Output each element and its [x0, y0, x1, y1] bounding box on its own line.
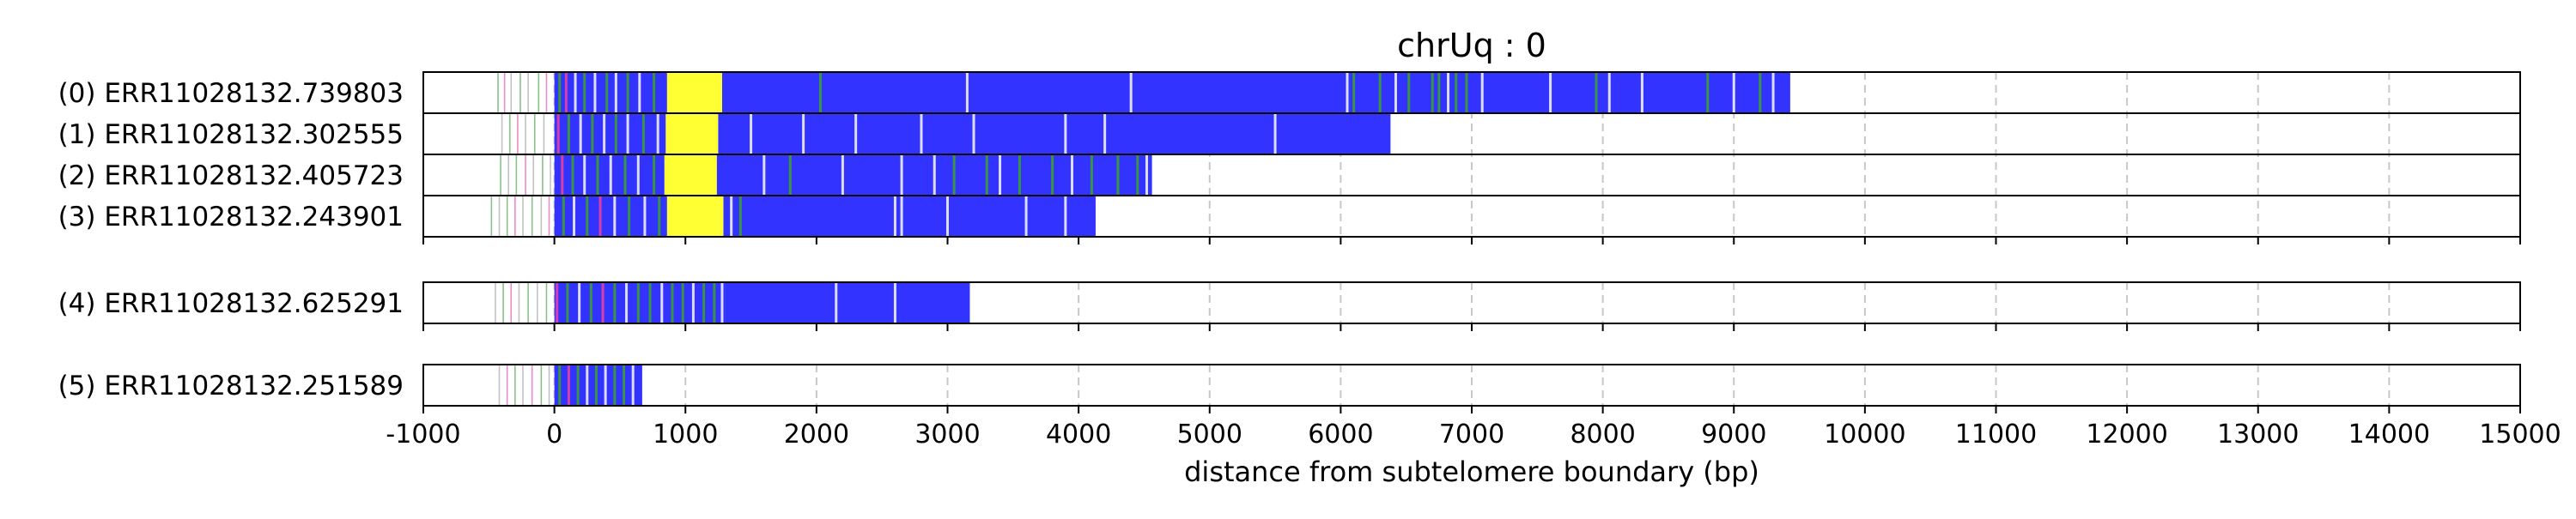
read-segment [554, 283, 726, 323]
x-tick-label: 1000 [653, 419, 718, 450]
x-tick-label: 10000 [1824, 419, 1905, 450]
x-tick-label: 3000 [914, 419, 980, 450]
read-segment [721, 73, 1790, 112]
x-tick-label: 8000 [1570, 419, 1635, 450]
read-segment [664, 155, 717, 195]
read-label: (4) ERR11028132.625291 [58, 288, 404, 319]
read-label: (3) ERR11028132.243901 [58, 202, 404, 232]
x-tick-label: 0 [546, 419, 562, 450]
read-label: (2) ERR11028132.405723 [58, 160, 404, 191]
read-segment [666, 73, 722, 112]
x-tick-label: 12000 [2086, 419, 2167, 450]
x-tick-label: 13000 [2217, 419, 2299, 450]
axis-layer: (0) ERR11028132.739803 (1) ERR11028132.30… [58, 78, 2561, 450]
x-tick-label: 2000 [784, 419, 849, 450]
read-label: (1) ERR11028132.302555 [58, 119, 404, 150]
read-segment [665, 114, 719, 154]
x-tick-label: 4000 [1046, 419, 1111, 450]
x-tick-label: 5000 [1177, 419, 1242, 450]
chart-title: chrUq : 0 [1397, 27, 1546, 64]
x-tick-label: 14000 [2348, 419, 2430, 450]
x-tick-label: 9000 [1701, 419, 1766, 450]
read-segment [554, 155, 665, 195]
x-tick-label: 15000 [2479, 419, 2561, 450]
read-segment [718, 114, 1391, 154]
read-label: (0) ERR11028132.739803 [58, 78, 404, 109]
read-segment [725, 283, 970, 323]
x-tick-label: 6000 [1308, 419, 1373, 450]
x-tick-label: 11000 [1955, 419, 2037, 450]
x-tick-label: -1000 [386, 419, 460, 450]
read-segment [723, 196, 1096, 236]
read-label: (5) ERR11028132.251589 [58, 371, 404, 401]
read-segment [554, 73, 667, 112]
read-segment [554, 114, 666, 154]
x-tick-label: 7000 [1439, 419, 1504, 450]
read-segment [554, 196, 667, 236]
bars-layer [490, 73, 1790, 405]
x-axis-label: distance from subtelomere boundary (bp) [1184, 456, 1759, 488]
read-segment [666, 196, 724, 236]
